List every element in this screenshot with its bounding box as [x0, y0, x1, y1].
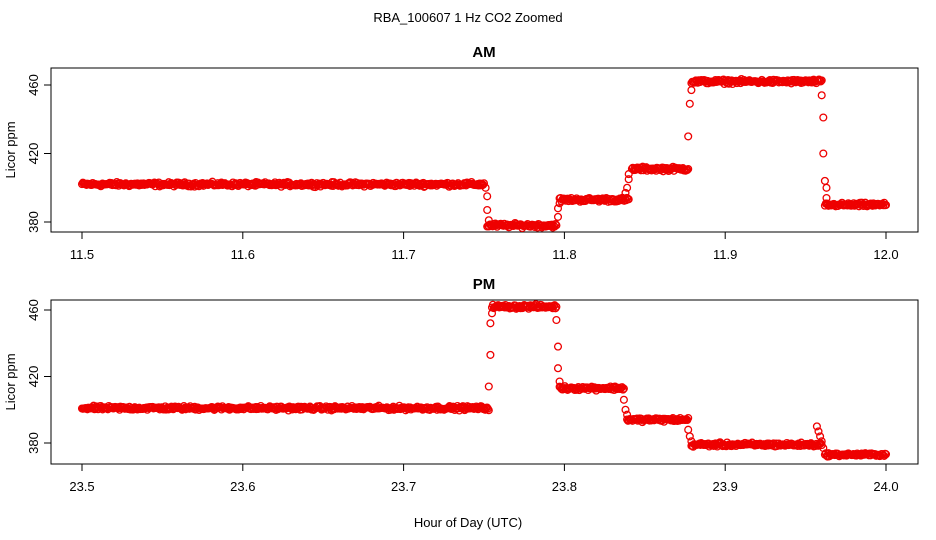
pm-y-tick-label: 460	[26, 299, 41, 321]
pm-y-axis-label: Licor ppm	[3, 353, 18, 410]
transition-point	[619, 395, 628, 404]
transition-point	[483, 205, 492, 215]
transition-point	[812, 422, 821, 431]
data-point	[881, 450, 891, 459]
pm-y-tick-label: 420	[26, 366, 41, 388]
data-point	[684, 413, 693, 423]
transition-point	[486, 350, 495, 359]
data-point	[552, 302, 561, 311]
transition-point	[486, 319, 495, 328]
data-point	[817, 76, 826, 85]
transition-point	[553, 342, 563, 351]
data-point	[618, 385, 628, 394]
transition-point	[552, 315, 561, 325]
transition-point	[819, 113, 828, 122]
data-point	[624, 195, 633, 204]
am-x-tick-label: 11.9	[713, 247, 737, 262]
transition-point	[822, 183, 831, 192]
transition-point	[817, 91, 826, 100]
data-point	[816, 77, 825, 86]
am-x-tick-label: 11.5	[70, 247, 94, 262]
pm-x-tick-label: 23.5	[69, 479, 94, 494]
data-point	[479, 179, 489, 188]
transition-point	[685, 99, 694, 108]
pm-x-tick-label: 23.9	[713, 479, 738, 494]
data-point	[619, 384, 628, 393]
transition-point	[624, 170, 633, 179]
data-point	[683, 165, 692, 175]
am-y-tick-label: 380	[26, 211, 41, 233]
pm-y-tick-label: 380	[26, 432, 41, 454]
am-panel: AM Licor ppm 11.5 11.6 11.7 11.8 11.9 12.0 380…	[3, 44, 919, 262]
am-x-tick-label: 11.6	[231, 247, 255, 262]
am-y-tick-label: 420	[26, 143, 41, 165]
transition-point	[816, 432, 825, 441]
transition-point	[684, 132, 693, 141]
transition-point	[487, 309, 497, 318]
transition-point	[555, 377, 564, 386]
transition-point	[621, 405, 630, 414]
figure-suptitle: RBA_100607 1 Hz CO2 Zoomed	[373, 10, 562, 25]
am-panel-title: AM	[472, 44, 495, 61]
am-x-tick-label: 11.7	[391, 247, 415, 262]
transition-point	[621, 188, 630, 197]
am-y-axis-label: Licor ppm	[3, 121, 18, 178]
pm-x-tick-label: 23.7	[391, 479, 416, 494]
transition-point	[623, 183, 632, 192]
pm-panel: PM Licor ppm 23.5 23.6 23.7 23.8 23.9 24.0 380…	[3, 276, 919, 494]
transition-point	[553, 212, 563, 221]
pm-plot-frame	[50, 299, 919, 465]
transition-point	[687, 86, 696, 95]
transition-point	[553, 204, 563, 213]
transition-point	[484, 216, 493, 225]
transition-point	[814, 427, 823, 436]
data-point	[551, 219, 560, 229]
pm-x-tick-label: 23.6	[230, 479, 255, 494]
transition-point	[481, 183, 490, 192]
transition-point	[623, 410, 632, 419]
transition-point	[819, 149, 828, 158]
transition-point	[687, 437, 696, 446]
am-plot-frame	[50, 67, 919, 233]
transition-point	[484, 382, 493, 391]
transition-point	[483, 192, 492, 201]
am-y-tick-label: 460	[26, 74, 41, 96]
transition-point	[819, 443, 828, 453]
transition-point	[684, 425, 693, 434]
transition-point	[553, 364, 563, 373]
am-data-points	[77, 74, 891, 233]
data-point	[881, 200, 891, 210]
pm-x-tick-label: 23.8	[552, 479, 577, 494]
transition-point	[822, 193, 831, 203]
am-x-tick-label: 11.8	[552, 247, 576, 262]
pm-x-tick-label: 24.0	[873, 479, 898, 494]
data-point	[484, 406, 493, 415]
transition-point	[685, 432, 694, 441]
data-point	[684, 164, 693, 174]
transition-point	[820, 176, 829, 185]
transition-point	[555, 199, 564, 208]
x-axis-label: Hour of Day (UTC)	[414, 515, 522, 530]
pm-axis-ticks: 23.5 23.6 23.7 23.8 23.9 24.0 380 420 460	[26, 299, 899, 494]
am-x-tick-label: 12.0	[873, 247, 898, 262]
pm-data-points	[77, 300, 891, 461]
data-point	[552, 221, 561, 230]
transition-point	[624, 175, 633, 184]
pm-panel-title: PM	[473, 276, 496, 293]
am-axis-ticks: 11.5 11.6 11.7 11.8 11.9 12.0 380 420 460	[26, 74, 899, 262]
